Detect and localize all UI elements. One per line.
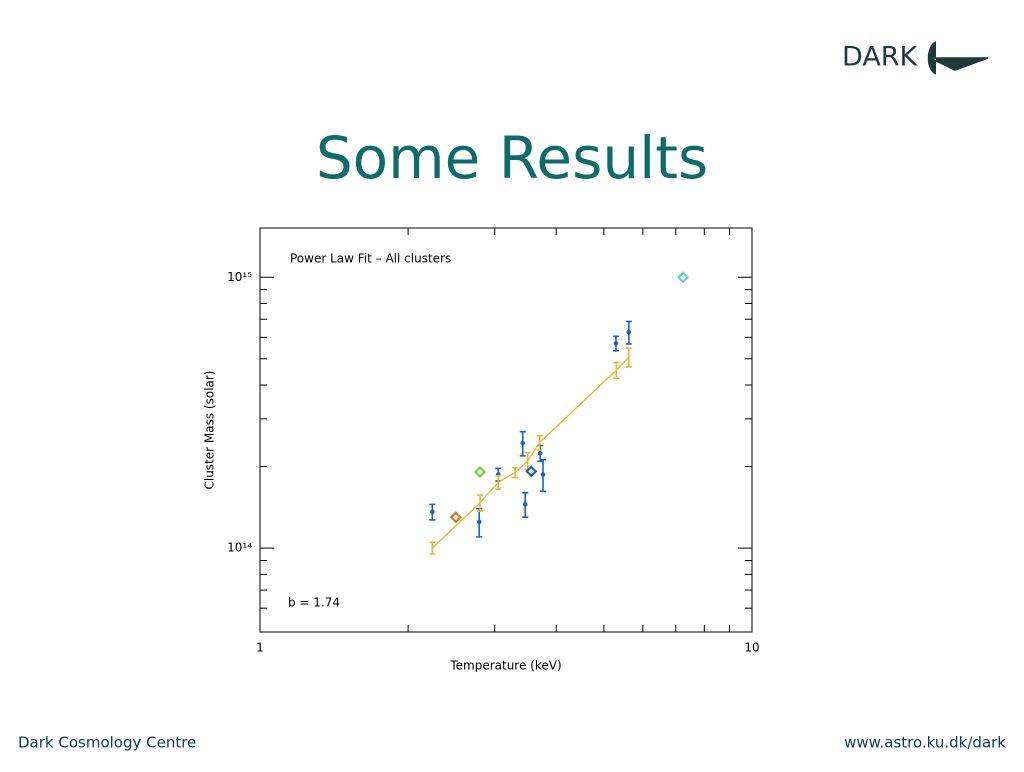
footer-left: Dark Cosmology Centre — [18, 734, 196, 752]
point — [430, 509, 435, 515]
slide-title: Some Results — [316, 124, 708, 192]
diamond — [473, 465, 487, 479]
annotation: Power Law Fit – All clusters — [290, 252, 451, 266]
y-tick-label: 10¹⁵ — [227, 270, 252, 284]
error-bar — [625, 347, 632, 368]
y-axis-label: Cluster Mass (solar) — [203, 370, 217, 489]
error-bar — [613, 361, 620, 379]
point — [476, 519, 482, 525]
error-bar — [477, 494, 484, 512]
error-bar — [512, 466, 519, 479]
y-tick-label: 10¹⁴ — [227, 541, 252, 555]
error-bar — [429, 541, 436, 555]
x-tick-label: 1 — [256, 641, 264, 655]
footer-right: www.astro.ku.dk/dark — [844, 734, 1006, 752]
diamond — [449, 511, 462, 524]
diamond — [525, 465, 538, 478]
point — [540, 472, 546, 477]
fit-line — [431, 356, 630, 549]
x-tick-label: 10 — [744, 641, 759, 655]
point — [626, 329, 632, 335]
error-bar — [495, 474, 502, 490]
x-axis-label: Temperature (keV) — [449, 659, 561, 673]
annotation: b = 1.74 — [288, 596, 340, 610]
point — [613, 341, 619, 346]
plot-frame — [259, 227, 753, 633]
point — [520, 440, 526, 446]
diamond — [676, 271, 690, 284]
point — [522, 502, 528, 507]
point — [537, 450, 543, 456]
logo-mark — [927, 41, 989, 75]
error-bar — [536, 434, 543, 451]
logo: DARK — [842, 42, 919, 73]
